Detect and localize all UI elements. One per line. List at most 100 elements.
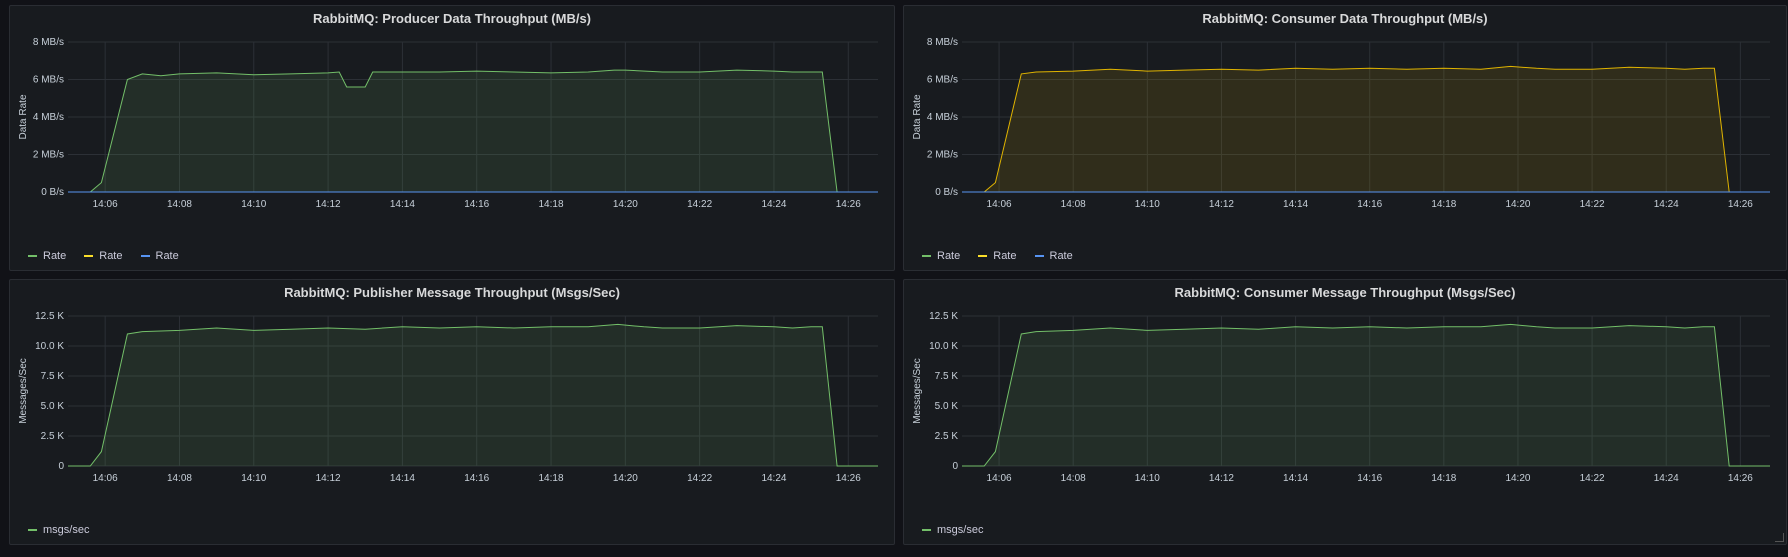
legend-swatch: [922, 255, 931, 257]
legend-item[interactable]: Rate: [922, 250, 960, 262]
x-tick-label: 14:22: [1580, 473, 1605, 484]
x-tick-label: 14:24: [1654, 199, 1679, 210]
legend-item[interactable]: Rate: [978, 250, 1017, 262]
series-line: [962, 65, 1770, 193]
y-tick-label: 4 MB/s: [33, 112, 64, 123]
y-tick-label: 8 MB/s: [927, 37, 958, 48]
panel-title[interactable]: RabbitMQ: Consumer Message Throughput (M…: [1174, 285, 1516, 300]
panel-producer-data-throughput[interactable]: RabbitMQ: Producer Data Throughput (MB/s…: [9, 5, 895, 271]
legend-swatch: [84, 255, 94, 257]
y-axis-label: Messages/Sec: [18, 358, 29, 424]
x-tick-label: 14:16: [464, 473, 489, 484]
x-tick-label: 14:22: [1580, 199, 1605, 210]
legend-label: Rate: [155, 250, 179, 262]
panel-publisher-message-throughput[interactable]: RabbitMQ: Publisher Message Throughput (…: [9, 279, 895, 545]
x-tick-label: 14:08: [1061, 473, 1086, 484]
x-tick-label: 14:20: [1505, 199, 1530, 210]
legend-item[interactable]: Rate: [140, 250, 179, 262]
x-tick-label: 14:08: [167, 473, 192, 484]
legend-label: Rate: [1049, 250, 1073, 262]
series-line: [68, 323, 878, 467]
x-tick-label: 14:06: [987, 473, 1012, 484]
y-tick-label: 2 MB/s: [33, 150, 64, 161]
x-tick-label: 14:18: [1431, 199, 1456, 210]
y-axis-label: Messages/Sec: [912, 358, 923, 424]
x-tick-label: 14:18: [539, 473, 564, 484]
x-tick-label: 14:16: [464, 199, 489, 210]
legend: msgs/sec: [922, 524, 983, 536]
legend-label: Rate: [937, 250, 961, 262]
x-tick-label: 14:06: [93, 199, 118, 210]
x-tick-label: 14:26: [836, 199, 861, 210]
chart-publisher-messages: 0 2.5 K 5.0 K 7.5 K 10.0 K 12.5 K 14:06 14:08 14…: [18, 311, 878, 484]
x-tick-label: 14:18: [539, 199, 564, 210]
x-tick-label: 14:08: [167, 199, 192, 210]
y-tick-label: 2 MB/s: [927, 150, 958, 161]
y-tick-label: 7.5 K: [935, 371, 959, 382]
x-tick-label: 14:06: [93, 473, 118, 484]
panel-consumer-data-throughput[interactable]: RabbitMQ: Consumer Data Throughput (MB/s…: [903, 5, 1787, 271]
y-tick-label: 4 MB/s: [927, 112, 958, 123]
legend-item[interactable]: msgs/sec: [922, 524, 983, 536]
legend-item[interactable]: Rate: [84, 250, 123, 262]
legend-label: msgs/sec: [937, 524, 984, 536]
legend-label: Rate: [993, 250, 1017, 262]
series-line: [68, 69, 878, 193]
legend-label: Rate: [43, 250, 67, 262]
panel-title[interactable]: RabbitMQ: Publisher Message Throughput (…: [284, 285, 620, 300]
legend-swatch: [1034, 255, 1044, 257]
legend: Rate Rate Rate: [922, 250, 1073, 262]
legend-swatch: [28, 255, 37, 257]
x-tick-label: 14:26: [1728, 473, 1753, 484]
chart-producer-data: 0 B/s 2 MB/s 4 MB/s 6 MB/s 8 MB/s 14:06 14:08 1…: [18, 37, 878, 210]
legend: Rate Rate Rate: [28, 250, 179, 262]
legend-swatch: [140, 255, 150, 257]
x-tick-label: 14:10: [241, 473, 266, 484]
x-tick-label: 14:14: [390, 199, 415, 210]
x-tick-label: 14:10: [1135, 473, 1160, 484]
panel-title[interactable]: RabbitMQ: Consumer Data Throughput (MB/s…: [1202, 11, 1488, 26]
resize-handle[interactable]: [1775, 533, 1784, 542]
x-tick-label: 14:24: [761, 473, 786, 484]
x-tick-label: 14:12: [1209, 473, 1234, 484]
x-tick-label: 14:20: [613, 473, 638, 484]
legend-swatch: [28, 529, 37, 531]
x-tick-label: 14:18: [1431, 473, 1456, 484]
x-tick-label: 14:12: [316, 473, 341, 484]
legend-item[interactable]: Rate: [28, 250, 66, 262]
y-tick-label: 8 MB/s: [33, 37, 64, 48]
x-tick-label: 14:22: [687, 199, 712, 210]
x-tick-label: 14:14: [1283, 473, 1308, 484]
x-tick-label: 14:08: [1061, 199, 1086, 210]
y-tick-label: 12.5 K: [35, 311, 64, 322]
series-area: [68, 324, 878, 466]
chart-consumer-data: 0 B/s 2 MB/s 4 MB/s 6 MB/s 8 MB/s 14:06 14:08 1…: [912, 37, 1770, 210]
x-tick-label: 14:20: [1505, 473, 1530, 484]
x-tick-label: 14:20: [613, 199, 638, 210]
x-tick-label: 14:24: [1654, 473, 1679, 484]
legend-label: Rate: [99, 250, 123, 262]
y-tick-label: 0: [58, 461, 64, 472]
y-tick-label: 0: [952, 461, 958, 472]
panel-consumer-message-throughput[interactable]: RabbitMQ: Consumer Message Throughput (M…: [903, 279, 1787, 545]
legend-swatch: [922, 529, 931, 531]
panel-title[interactable]: RabbitMQ: Producer Data Throughput (MB/s…: [312, 11, 592, 26]
legend-item[interactable]: Rate: [1034, 250, 1073, 262]
x-tick-label: 14:12: [316, 199, 341, 210]
y-axis-label: Data Rate: [18, 94, 29, 139]
legend-item[interactable]: msgs/sec: [28, 524, 89, 536]
series-area: [962, 324, 1770, 466]
y-tick-label: 2.5 K: [935, 431, 959, 442]
x-tick-label: 14:26: [836, 473, 861, 484]
series-area: [68, 70, 878, 192]
chart-consumer-messages: 0 2.5 K 5.0 K 7.5 K 10.0 K 12.5 K 14:06 14:08 14…: [912, 311, 1770, 484]
y-tick-label: 12.5 K: [929, 311, 958, 322]
y-tick-label: 10.0 K: [929, 341, 958, 352]
y-axis-label: Data Rate: [912, 94, 923, 139]
x-tick-label: 14:24: [761, 199, 786, 210]
x-tick-label: 14:14: [1283, 199, 1308, 210]
x-tick-label: 14:10: [241, 199, 266, 210]
legend-label: msgs/sec: [43, 524, 90, 536]
series-line: [962, 323, 1770, 467]
x-tick-label: 14:16: [1357, 199, 1382, 210]
